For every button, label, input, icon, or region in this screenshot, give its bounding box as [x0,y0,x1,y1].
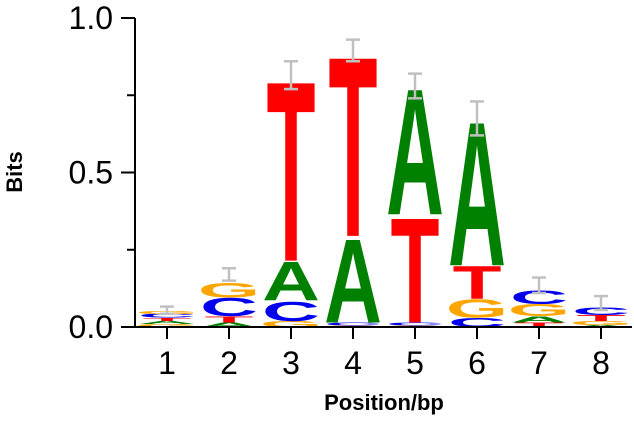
logo-letter-a-pos-3: A [262,251,320,313]
y-axis-title: Bits [2,151,27,193]
y-tick-label-0.5: 0.5 [69,155,113,191]
logo-letter-g-pos-2: G [198,279,260,303]
x-tick-label-6: 6 [468,345,486,381]
logo-letter-g-pos-1: G [136,323,198,328]
logo-letter-c-pos-7: C [510,287,568,309]
logo-letter-g-pos-7: G [508,301,570,320]
logo-letter-c-pos-2: C [200,293,258,322]
x-axis-title: Position/bp [324,390,444,415]
x-tick-label-1: 1 [158,345,176,381]
logo-letter-t-pos-6: T [453,257,502,309]
error-bars [160,38,608,315]
error-bar-pos-6 [470,100,484,137]
logo-letter-c-pos-1: C [138,313,196,319]
error-bar-pos-8 [594,294,608,312]
y-tick-label-1.0: 1.0 [69,0,113,36]
logo-letter-c-pos-3: C [262,296,320,327]
x-tick-label-3: 3 [282,345,300,381]
y-tick-label-0.0: 0.0 [69,309,113,345]
logo-letter-a-pos-8: A [572,324,630,327]
logo-letter-t-pos-2: T [205,315,254,325]
error-bar-pos-2 [222,267,236,282]
logo-letter-a-pos-2: A [200,321,258,328]
logo-letter-t-pos-8: T [577,313,626,323]
error-bar-pos-4 [346,38,360,63]
logo-letter-g-pos-6: G [446,294,508,323]
logo-letter-g-pos-3: G [260,319,322,329]
x-tick-label-2: 2 [220,345,238,381]
logo-letter-c-pos-5: C [386,322,444,327]
error-bar-pos-1 [160,305,174,315]
logo-letter-a-pos-1: A [138,320,196,325]
logo-letter-g-pos-8: G [570,320,632,326]
logo-letter-a-pos-7: A [510,315,568,325]
logo-letter-c-pos-4: C [324,322,382,327]
x-tick-label-4: 4 [344,345,362,381]
error-bar-pos-5 [408,72,422,100]
logo-letters: GATCGATCGGCATGCATGCTACGTATAGCAGTC [136,4,632,355]
ticks: 1 2 3 4 5 6 7 8 0.0 0.5 1.0 [69,0,610,381]
error-bar-pos-3 [284,60,298,91]
logo-letter-c-pos-8: C [572,305,630,317]
x-tick-label-7: 7 [530,345,548,381]
logo-letter-t-pos-1: T [143,317,192,322]
error-bar-pos-7 [532,276,546,295]
logo-letter-t-pos-7: T [515,321,564,328]
x-tick-label-8: 8 [592,345,610,381]
x-tick-label-5: 5 [406,345,424,381]
logo-letter-a-pos-4: A [324,214,382,348]
